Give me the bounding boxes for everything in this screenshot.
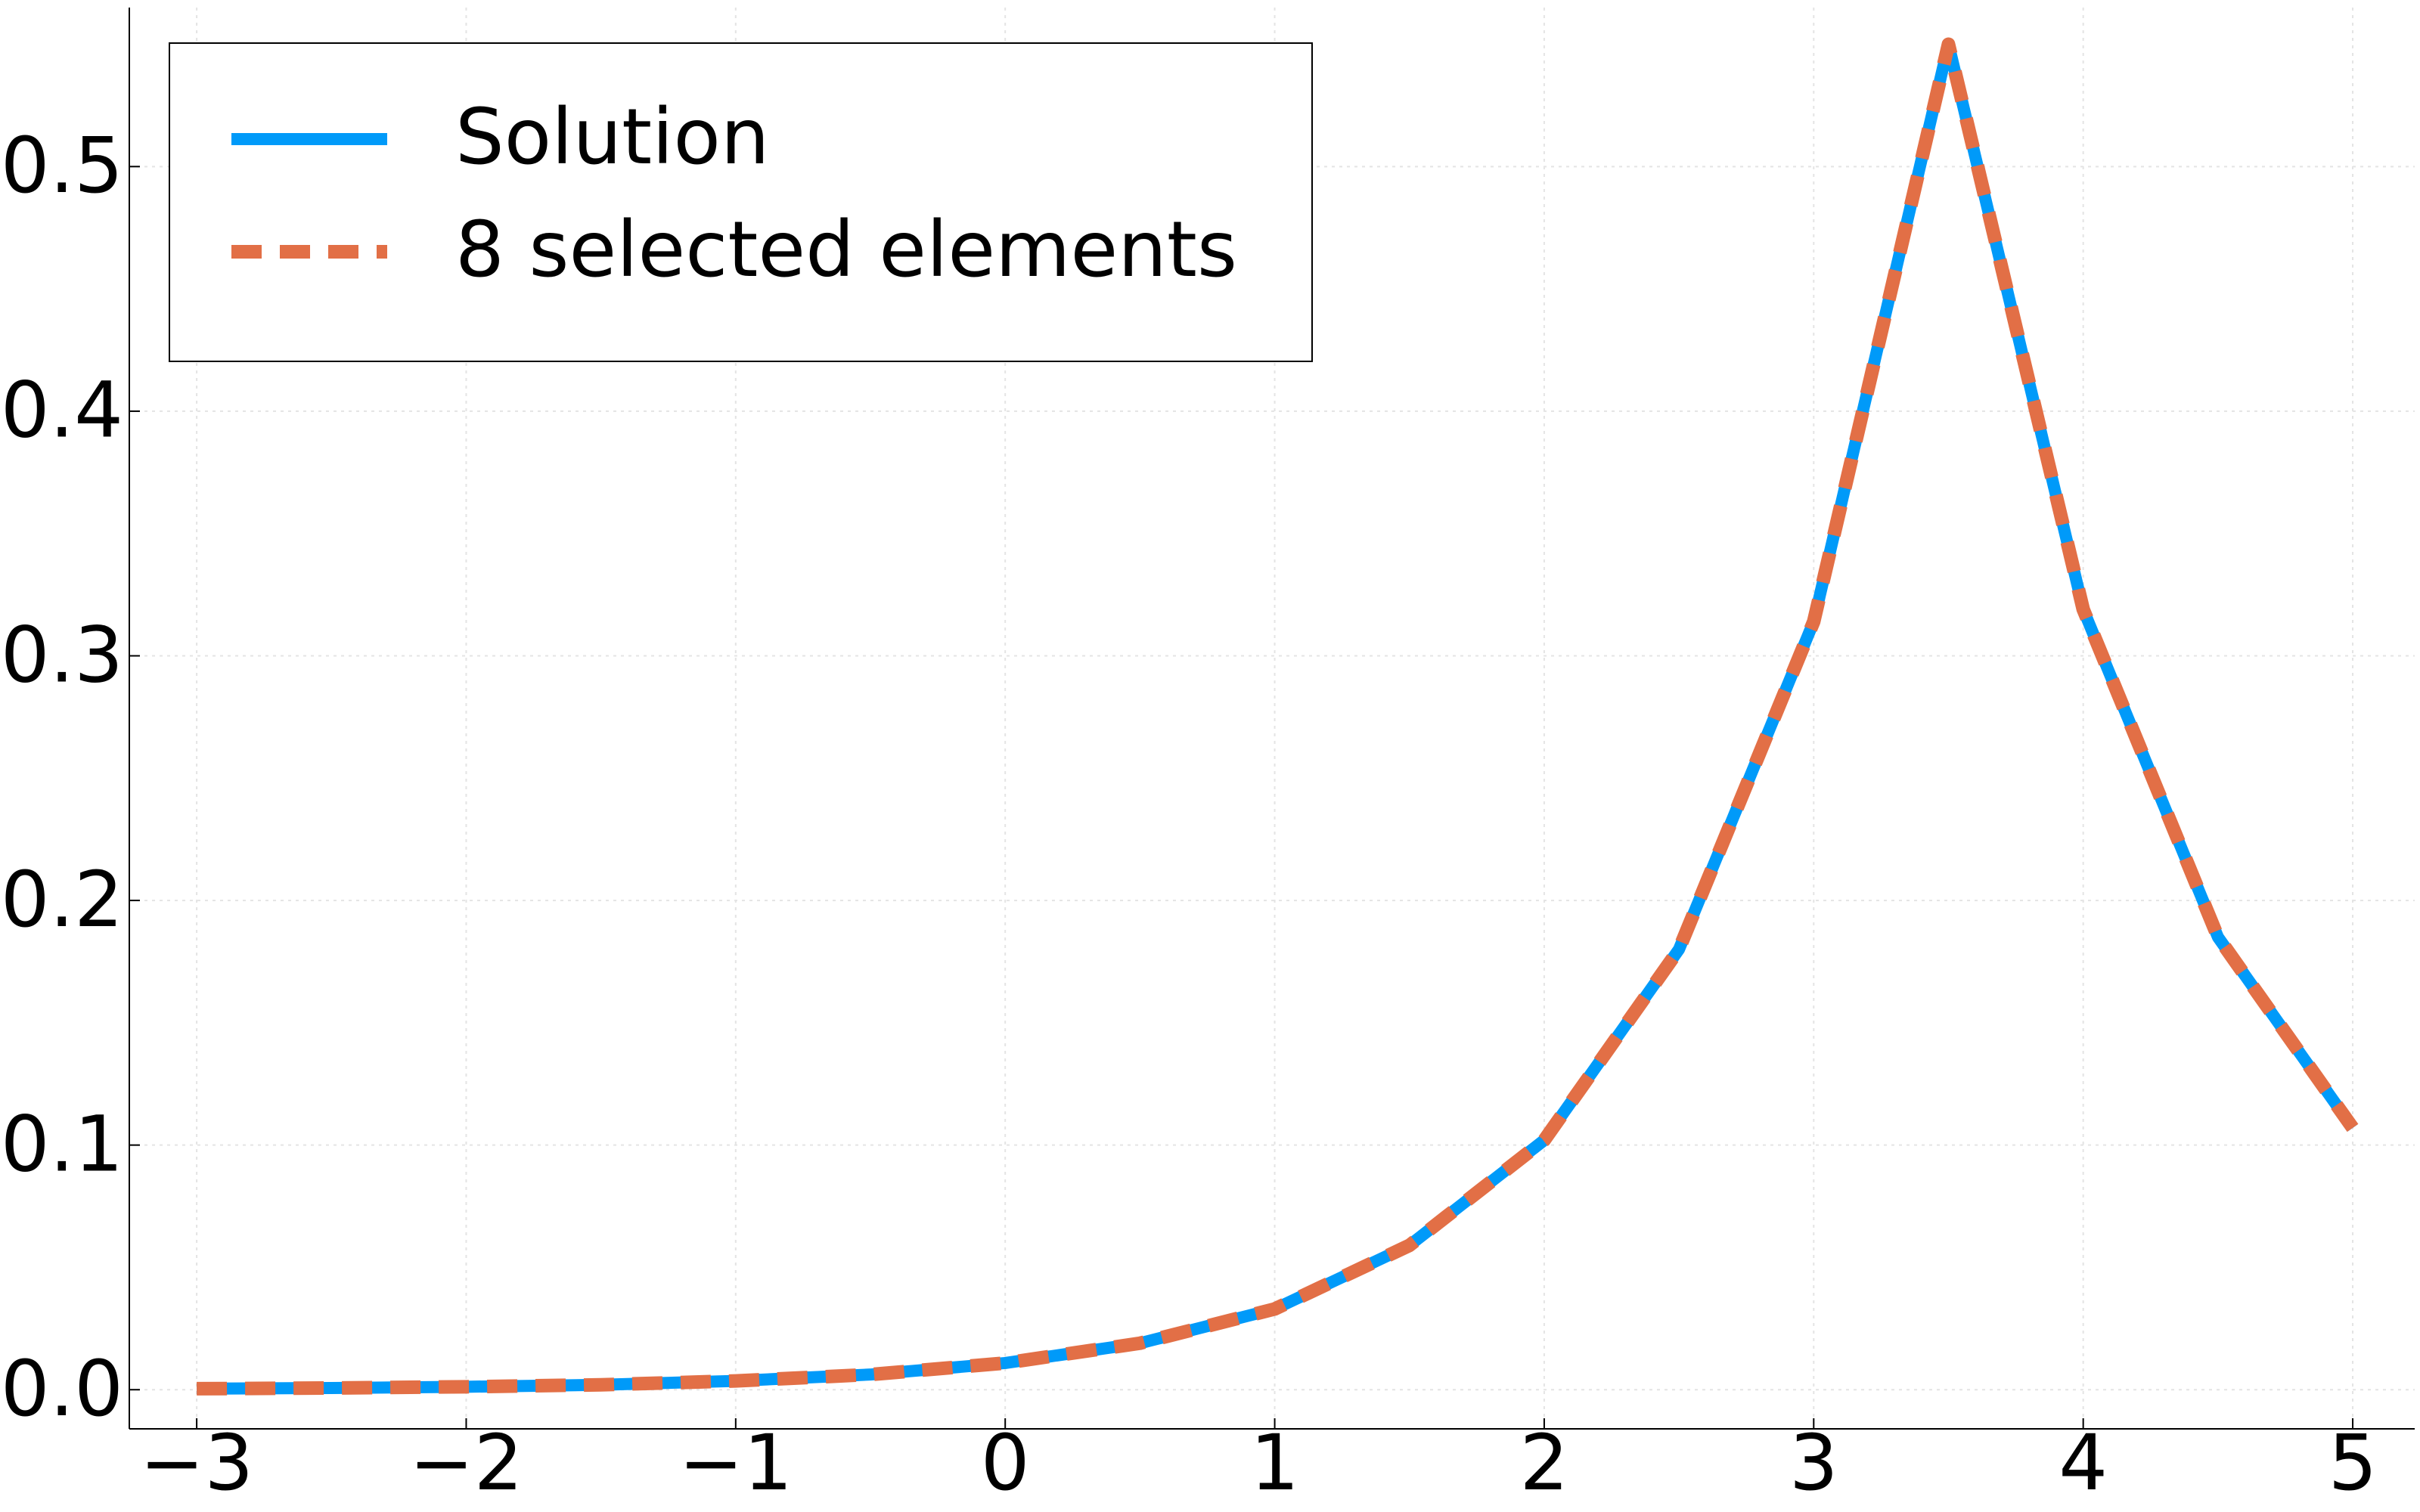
x-tick-label: −3 <box>140 1418 253 1508</box>
x-tick-label: 1 <box>1250 1418 1299 1508</box>
y-tick-label: 0.5 <box>1 121 123 211</box>
series-line <box>197 37 2359 1396</box>
x-tick-label: 4 <box>2059 1418 2108 1508</box>
x-tick-label: 0 <box>981 1418 1030 1508</box>
legend-label: Solution <box>455 92 770 182</box>
plot-lines <box>197 37 2359 1396</box>
y-tick-label: 0.0 <box>1 1344 123 1434</box>
y-tick-label: 0.4 <box>1 366 123 456</box>
tick-labels: 0.0 0.1 0.2 0.3 0.4 0.5 −3 −2 −1 0 1 2 3 4 5 <box>1 121 2378 1508</box>
legend-label: 8 selected elements <box>455 205 1237 295</box>
legend-box <box>169 42 1313 362</box>
x-tick-label: 5 <box>2328 1418 2378 1508</box>
y-tick-label: 0.2 <box>1 855 123 945</box>
y-tick-label: 0.3 <box>1 610 123 700</box>
x-tick-label: −2 <box>409 1418 523 1508</box>
x-tick-label: −1 <box>679 1418 793 1508</box>
legend: Solution 8 selected elements <box>169 42 1313 362</box>
y-tick-label: 0.1 <box>1 1099 123 1189</box>
x-tick-label: 3 <box>1789 1418 1838 1508</box>
x-tick-label: 2 <box>1519 1418 1568 1508</box>
